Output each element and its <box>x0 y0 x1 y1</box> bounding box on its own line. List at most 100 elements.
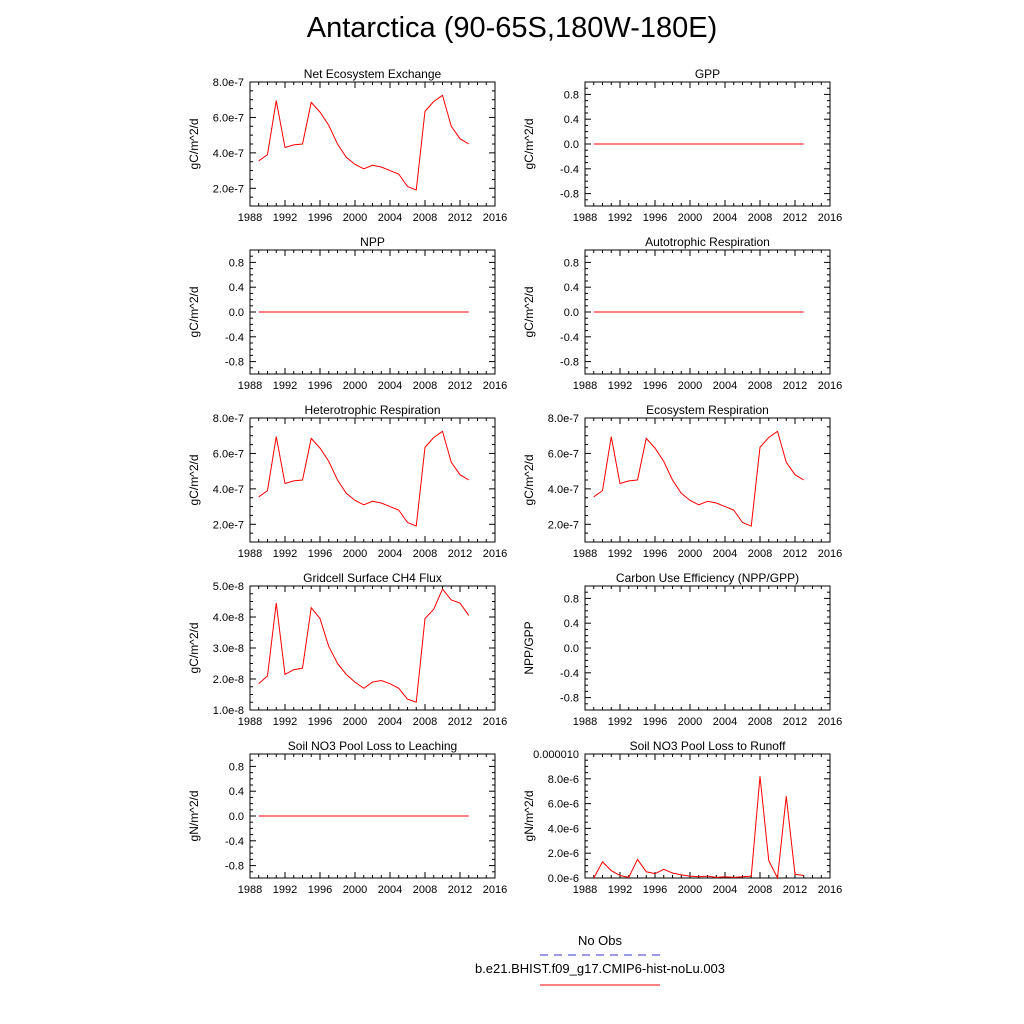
x-tick-label: 2000 <box>343 548 367 560</box>
chart-panel: Ecosystem Respiration gC/m^2/d 1988 1992 199… <box>522 403 842 560</box>
x-tick-label: 1992 <box>273 884 297 896</box>
x-tick-label: 2008 <box>748 716 772 728</box>
x-tick-label: 2004 <box>378 380 402 392</box>
x-tick-label: 2012 <box>783 380 807 392</box>
x-tick-label: 2012 <box>783 548 807 560</box>
y-tick-label: -0.4 <box>560 332 579 344</box>
y-tick-label: 0.0 <box>229 811 244 823</box>
x-tick-label: 2000 <box>343 884 367 896</box>
x-tick-label: 1996 <box>308 548 332 560</box>
series-line <box>258 588 470 703</box>
x-tick-label: 2000 <box>343 716 367 728</box>
x-tick-label: 1992 <box>273 548 297 560</box>
x-tick-label: 1992 <box>608 380 632 392</box>
panel-title: Gridcell Surface CH4 Flux <box>303 571 442 585</box>
x-tick-label: 1996 <box>308 380 332 392</box>
x-tick-label: 1992 <box>608 716 632 728</box>
y-axis-label: gC/m^2/d <box>522 287 536 338</box>
chart-panel: Soil NO3 Pool Loss to Leaching gN/m^2/d 19… <box>187 739 507 896</box>
x-tick-label: 2004 <box>713 212 737 224</box>
y-tick-label: 0.0 <box>564 307 579 319</box>
x-tick-label: 2008 <box>413 380 437 392</box>
x-tick-label: 2016 <box>818 548 842 560</box>
page-title: Antarctica (90-65S,180W-180E) <box>306 12 718 44</box>
chart-panel: NPP gC/m^2/d 1988 1992 1996 2000 2004 2008 2012 2… <box>187 235 507 392</box>
plot-frame <box>584 585 831 711</box>
x-tick-label: 2012 <box>448 380 472 392</box>
x-tick-label: 2004 <box>713 884 737 896</box>
x-tick-label: 2004 <box>378 884 402 896</box>
x-tick-label: 2000 <box>678 716 702 728</box>
plot-frame <box>249 81 496 207</box>
x-tick-label: 2012 <box>448 212 472 224</box>
x-tick-label: 2012 <box>783 716 807 728</box>
y-axis-label: gN/m^2/d <box>522 791 536 842</box>
x-tick-label: 1996 <box>643 548 667 560</box>
x-tick-label: 2012 <box>783 884 807 896</box>
x-tick-label: 1992 <box>273 212 297 224</box>
y-tick-label: 8.0e-7 <box>548 413 579 425</box>
x-tick-label: 1988 <box>573 716 597 728</box>
x-tick-label: 1996 <box>308 716 332 728</box>
y-tick-label: 2.0e-7 <box>548 519 579 531</box>
y-axis-label: NPP/GPP <box>522 621 536 674</box>
x-tick-label: 2000 <box>678 884 702 896</box>
y-axis-label: gC/m^2/d <box>187 623 201 674</box>
x-tick-label: 2016 <box>483 380 507 392</box>
y-tick-label: -0.4 <box>225 836 244 848</box>
x-tick-label: 2016 <box>483 884 507 896</box>
x-tick-label: 1992 <box>608 884 632 896</box>
chart-panel: Carbon Use Efficiency (NPP/GPP) NPP/GPP 19… <box>522 571 842 728</box>
x-tick-label: 1992 <box>273 716 297 728</box>
y-tick-label: 8.0e-7 <box>213 77 244 89</box>
y-tick-label: 2.0e-7 <box>213 183 244 195</box>
x-tick-label: 2000 <box>678 380 702 392</box>
y-tick-label: 0.4 <box>229 786 244 798</box>
x-tick-label: 2016 <box>483 716 507 728</box>
y-tick-label: 1.0e-8 <box>213 705 244 717</box>
x-tick-label: 2000 <box>678 212 702 224</box>
panel-title: Soil NO3 Pool Loss to Runoff <box>630 739 787 753</box>
x-tick-label: 1988 <box>238 548 262 560</box>
x-tick-label: 1992 <box>273 380 297 392</box>
y-tick-label: -0.4 <box>560 164 579 176</box>
series-line <box>593 430 805 527</box>
legend-model-label: b.e21.BHIST.f09_g17.CMIP6-hist-noLu.003 <box>475 961 725 976</box>
y-tick-label: -0.8 <box>560 357 579 369</box>
y-tick-label: 6.0e-7 <box>548 448 579 460</box>
panel-title: NPP <box>360 235 385 249</box>
y-tick-label: 3.0e-8 <box>213 643 244 655</box>
y-tick-label: 0.8 <box>564 593 579 605</box>
x-tick-label: 1988 <box>573 548 597 560</box>
y-axis-label: gC/m^2/d <box>187 287 201 338</box>
panel-title: Net Ecosystem Exchange <box>304 67 442 81</box>
x-tick-label: 2008 <box>748 884 772 896</box>
y-tick-label: -0.4 <box>225 332 244 344</box>
panel-title: Carbon Use Efficiency (NPP/GPP) <box>616 571 799 585</box>
x-tick-label: 2008 <box>413 884 437 896</box>
chart-panel: Autotrophic Respiration gC/m^2/d 1988 1992 1… <box>522 235 842 392</box>
y-tick-label: 4.0e-8 <box>213 612 244 624</box>
y-axis-label: gC/m^2/d <box>522 455 536 506</box>
x-tick-label: 1988 <box>238 212 262 224</box>
x-tick-label: 2012 <box>448 548 472 560</box>
y-tick-label: 0.0 <box>564 139 579 151</box>
y-tick-label: 6.0e-7 <box>213 112 244 124</box>
x-tick-label: 2004 <box>713 548 737 560</box>
y-tick-label: 0.0 <box>564 643 579 655</box>
y-tick-label: 2.0e-7 <box>213 519 244 531</box>
x-tick-label: 2016 <box>818 212 842 224</box>
x-tick-label: 1988 <box>238 380 262 392</box>
y-tick-label: 0.4 <box>564 114 579 126</box>
x-tick-label: 2000 <box>343 212 367 224</box>
chart-panel: Gridcell Surface CH4 Flux gC/m^2/d 1988 199… <box>187 571 507 728</box>
x-tick-label: 2008 <box>748 212 772 224</box>
x-tick-label: 2004 <box>378 212 402 224</box>
y-tick-label: 0.0 <box>229 307 244 319</box>
y-tick-label: 4.0e-7 <box>213 148 244 160</box>
x-tick-label: 2000 <box>343 380 367 392</box>
series-line <box>593 776 804 880</box>
y-tick-label: -0.4 <box>560 668 579 680</box>
plot-frame <box>584 417 831 543</box>
